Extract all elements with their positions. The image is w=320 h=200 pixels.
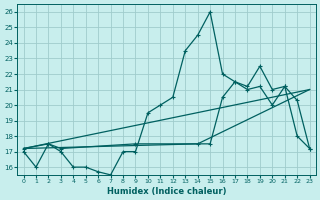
X-axis label: Humidex (Indice chaleur): Humidex (Indice chaleur) [107, 187, 226, 196]
